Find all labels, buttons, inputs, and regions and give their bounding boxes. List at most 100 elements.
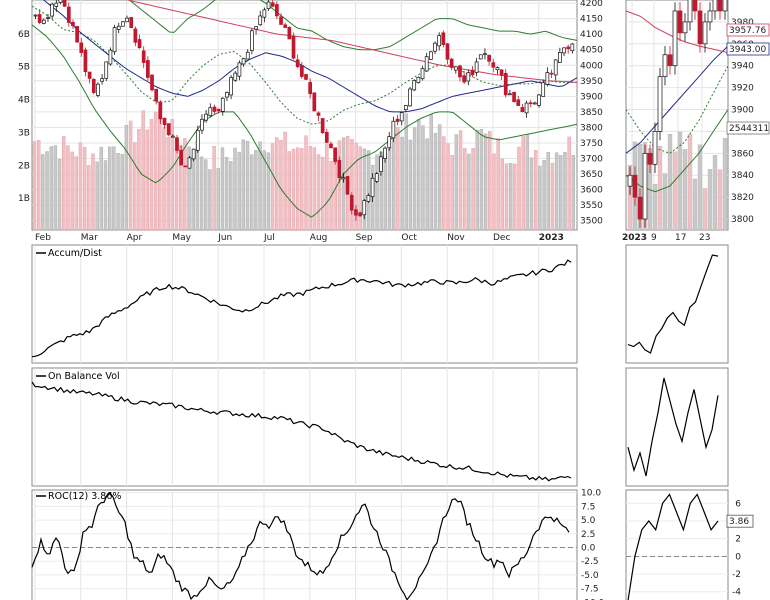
volume-bar xyxy=(559,155,563,231)
zoom-candle-body xyxy=(637,196,643,220)
volume-bar xyxy=(82,147,87,231)
volume-tick-label: 4B xyxy=(18,96,30,106)
volume-bar xyxy=(321,156,325,231)
zoom-date-label: 23 xyxy=(699,233,710,243)
accum-dist-zoom-panel xyxy=(625,244,729,364)
candle-body xyxy=(329,143,333,149)
zoom-volume-bar xyxy=(657,145,663,231)
price-tick-label: 3500 xyxy=(580,217,603,227)
volume-bar xyxy=(446,143,450,231)
roc-zoom-tick-label: -2 xyxy=(732,570,741,580)
volume-bar xyxy=(183,138,187,231)
candle-body xyxy=(250,30,254,51)
volume-bar xyxy=(212,146,216,231)
candle-body xyxy=(229,77,233,96)
volume-bar xyxy=(99,146,104,231)
roc-tick-label: 2.5 xyxy=(581,530,595,540)
candle-body xyxy=(104,61,109,79)
price-value-box xyxy=(726,121,770,135)
volume-bar xyxy=(358,146,362,231)
volume-bar xyxy=(41,154,45,231)
volume-bar xyxy=(546,152,550,231)
candle-body xyxy=(283,24,288,28)
roc-zoom-tick-label: 2 xyxy=(735,535,741,545)
bollinger-upper-line xyxy=(56,0,578,51)
candle-body xyxy=(50,3,54,17)
volume-bar xyxy=(300,148,304,231)
roc-value-label: 3.86 xyxy=(729,517,749,527)
candle-body xyxy=(46,17,50,19)
candle-body xyxy=(458,65,462,78)
candle-body xyxy=(162,117,167,126)
candle-body xyxy=(241,58,246,65)
volume-bar xyxy=(400,136,404,231)
candle-body xyxy=(200,118,204,131)
zoom-volume-bar xyxy=(677,131,683,231)
month-label: Apr xyxy=(127,233,143,243)
candle-body xyxy=(383,147,387,159)
volume-bar xyxy=(224,156,229,231)
candle-body xyxy=(225,92,229,98)
volume-bar xyxy=(195,140,200,231)
candle-body xyxy=(508,93,512,96)
zoom-candle-body xyxy=(682,21,688,34)
candle-body xyxy=(433,42,437,52)
candle-body xyxy=(437,35,442,47)
candle-body xyxy=(553,59,558,76)
zoom-price-tick-label: 3980 xyxy=(731,18,754,28)
candle-body xyxy=(275,4,279,17)
candle-body xyxy=(570,43,575,52)
candle-body xyxy=(96,83,100,96)
candle-body xyxy=(216,108,221,112)
volume-bar xyxy=(312,147,317,231)
volume-bar xyxy=(128,120,133,231)
zoom-price-tick-label: 3820 xyxy=(731,193,754,203)
roc-zoom-tick-label: 0 xyxy=(735,552,741,562)
volume-bar xyxy=(254,150,258,231)
volume-bar xyxy=(304,135,308,231)
accum-dist-zoom-line xyxy=(627,254,719,354)
bollinger-mid-line xyxy=(31,5,577,125)
roc-tick-label: -7.5 xyxy=(581,585,599,595)
zoom-candle-body xyxy=(652,131,658,165)
price-value-label: 3943.00 xyxy=(729,45,766,55)
zoom-price-tick-label: 3940 xyxy=(731,62,754,72)
candle-body xyxy=(87,71,92,79)
candle-body xyxy=(499,69,504,76)
zoom-volume-bar xyxy=(662,173,668,231)
candle-body xyxy=(333,147,337,162)
volume-bar xyxy=(103,160,108,231)
volume-bar xyxy=(120,154,124,231)
roc-panel xyxy=(31,489,578,600)
price-value-box xyxy=(726,23,770,37)
candle-body xyxy=(195,129,200,151)
volume-tick-label: 6B xyxy=(18,30,30,40)
roc-zoom-panel xyxy=(625,489,729,600)
candle-body xyxy=(41,19,46,24)
volume-bar xyxy=(45,151,49,231)
volume-bar xyxy=(412,127,417,231)
zoom-price-tick-label: 3860 xyxy=(731,149,754,159)
volume-bar xyxy=(308,146,312,231)
accum-dist-line xyxy=(31,259,572,358)
zoom-volume-bar xyxy=(682,149,688,231)
volume-bar xyxy=(492,153,496,231)
candle-body xyxy=(404,105,408,110)
zoom-volume-bar xyxy=(687,134,693,231)
volume-bar xyxy=(354,142,358,231)
candle-body xyxy=(166,123,171,136)
volume-bar xyxy=(178,145,183,231)
zoom-candle-body xyxy=(692,0,698,12)
zoom-sma-50-line xyxy=(625,45,729,154)
volume-bar xyxy=(429,114,434,231)
volume-bar xyxy=(408,139,413,231)
zoom-price-tick-label: 3900 xyxy=(731,106,754,116)
volume-bar xyxy=(454,134,459,231)
candle-body xyxy=(121,21,125,27)
on-balance-vol-zoom-line xyxy=(627,377,719,477)
candle-body xyxy=(412,80,417,91)
month-label: Aug xyxy=(310,233,328,243)
month-label: May xyxy=(172,233,191,243)
volume-bar xyxy=(78,142,83,231)
candle-body xyxy=(399,112,404,122)
